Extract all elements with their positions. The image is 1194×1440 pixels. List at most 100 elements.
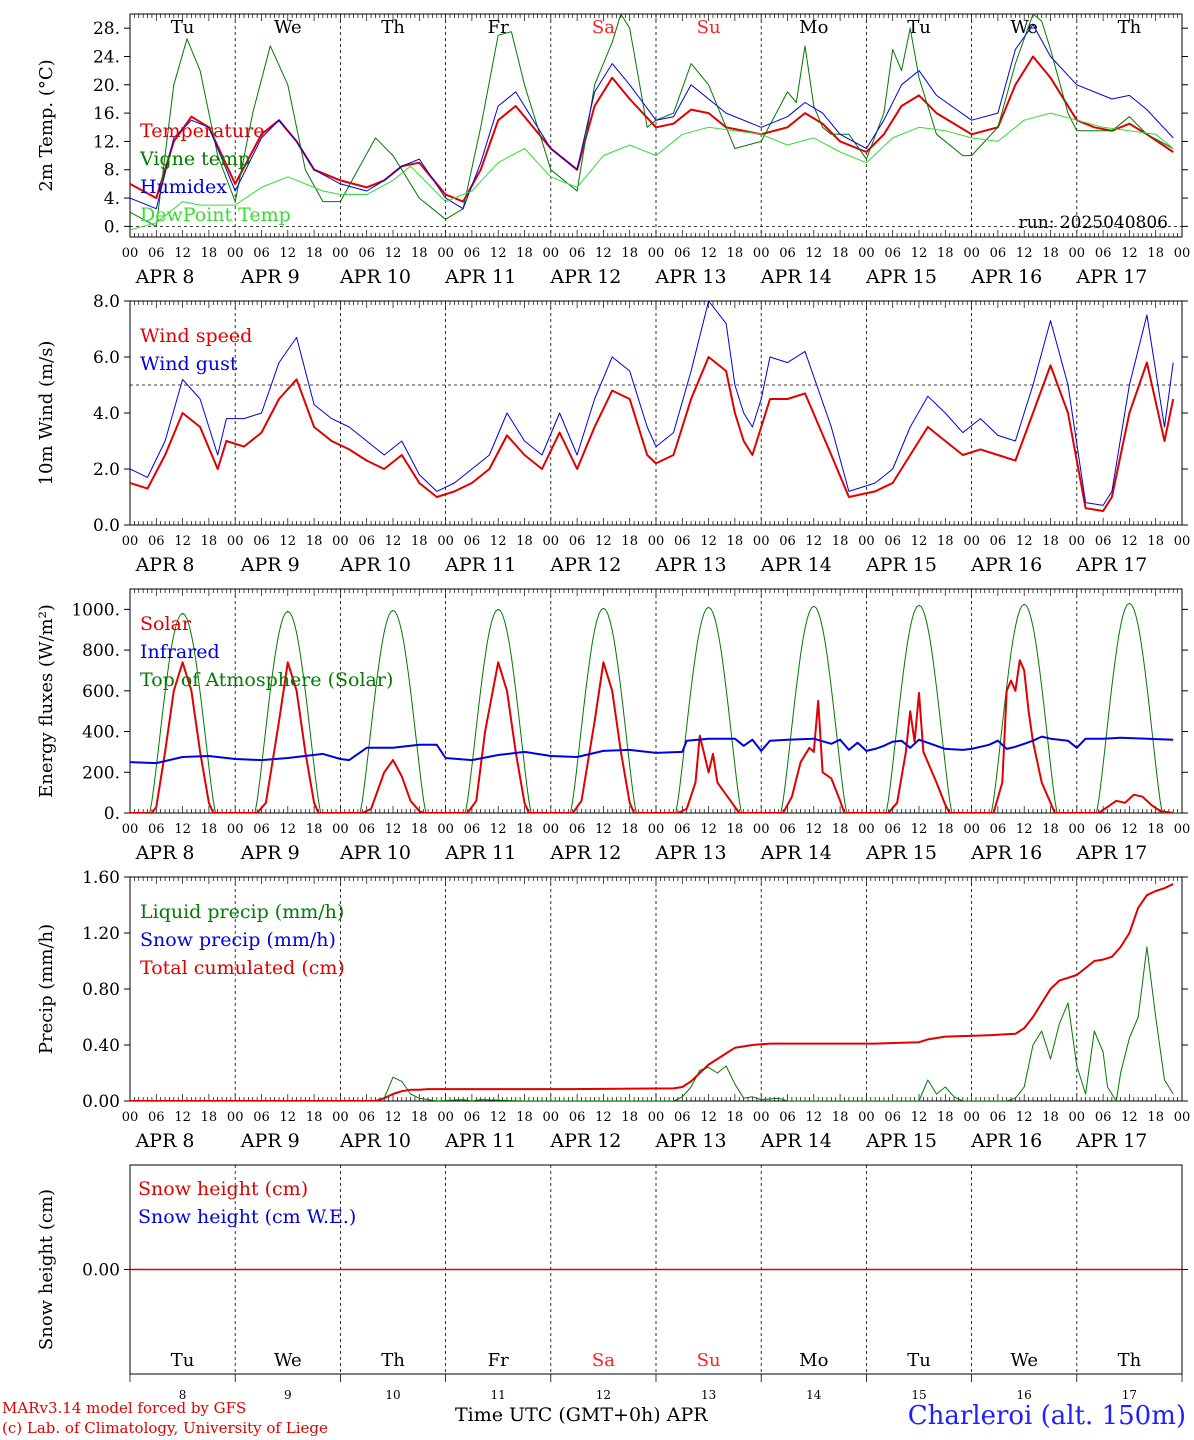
hour-label: 00: [543, 822, 560, 837]
hour-label: 00: [1174, 246, 1191, 261]
hour-label: 12: [595, 822, 612, 837]
date-label: APR 16: [970, 554, 1042, 576]
hour-label: 18: [201, 822, 218, 837]
hour-label: 00: [1069, 534, 1086, 549]
hour-label: 06: [674, 246, 691, 261]
y-tick-label: 1.60: [82, 868, 120, 888]
hour-label: 12: [595, 1110, 612, 1125]
hour-label: 12: [911, 534, 928, 549]
weekday-label: Th: [1118, 1350, 1142, 1371]
hour-label: 18: [832, 822, 849, 837]
date-label: APR 17: [1075, 842, 1147, 864]
panel-frame: [129, 588, 1183, 814]
hour-label: 12: [911, 246, 928, 261]
y-axis-label: 10m Wind (m/s): [36, 341, 57, 486]
hour-label: 06: [358, 246, 375, 261]
hour-label: 00: [648, 246, 665, 261]
hour-label: 18: [621, 246, 638, 261]
hour-label: 18: [201, 534, 218, 549]
hour-label: 12: [700, 534, 717, 549]
hour-label: 12: [700, 822, 717, 837]
date-label: APR 13: [655, 1130, 727, 1152]
hour-label: 00: [858, 534, 875, 549]
hour-label: 00: [648, 1110, 665, 1125]
hour-label: 18: [937, 822, 954, 837]
y-tick-label: 0.: [104, 804, 120, 824]
hour-label: 18: [937, 246, 954, 261]
hour-label: 18: [306, 534, 323, 549]
hour-label: 18: [516, 246, 533, 261]
hour-label: 00: [753, 822, 770, 837]
hour-label: 12: [174, 534, 191, 549]
day-number-label: 16: [1017, 1388, 1032, 1402]
hour-label: 00: [963, 246, 980, 261]
y-tick-label: 28.: [93, 19, 120, 39]
hour-label: 18: [411, 534, 428, 549]
hour-label: 12: [280, 1110, 297, 1125]
hour-label: 06: [990, 1110, 1007, 1125]
hour-label: 12: [1121, 534, 1138, 549]
hour-label: 18: [516, 822, 533, 837]
date-label: APR 12: [549, 842, 621, 864]
weekday-label: Th: [381, 17, 405, 38]
hour-label: 06: [148, 534, 165, 549]
hour-label: 12: [280, 246, 297, 261]
hour-label: 06: [464, 246, 481, 261]
hour-label: 06: [358, 1110, 375, 1125]
hour-label: 00: [1174, 534, 1191, 549]
hour-label: 00: [227, 246, 244, 261]
hour-label: 06: [358, 534, 375, 549]
series-total-cumulated-cm: [130, 883, 1174, 1101]
hour-label: 12: [174, 246, 191, 261]
hour-label: 18: [621, 1110, 638, 1125]
weekday-label: Tu: [171, 1350, 195, 1371]
day-number-label: 8: [179, 1388, 187, 1402]
hour-label: 00: [1174, 822, 1191, 837]
weekday-label: We: [1010, 17, 1038, 38]
date-label: APR 17: [1075, 554, 1147, 576]
date-label: APR 16: [970, 1130, 1042, 1152]
day-number-label: 13: [701, 1388, 716, 1402]
hour-label: 12: [911, 1110, 928, 1125]
hour-label: 06: [884, 822, 901, 837]
date-label: APR 10: [339, 1130, 411, 1152]
weekday-label: Tu: [907, 1350, 931, 1371]
weekday-label: Mo: [799, 1350, 828, 1371]
y-tick-label: 0.40: [82, 1036, 120, 1056]
y-tick-label: 24.: [93, 47, 120, 67]
day-number-label: 9: [284, 1388, 292, 1402]
date-label: APR 13: [655, 842, 727, 864]
hour-label: 18: [1042, 534, 1059, 549]
hour-label: 12: [1016, 822, 1033, 837]
panel-precip: 0.00 0.40 0.80 1.20 1.60 Precip (mm/h) 00 06 12 1…: [36, 868, 1190, 1152]
hour-label: 18: [727, 534, 744, 549]
hour-label: 12: [174, 822, 191, 837]
date-label: APR 14: [760, 842, 832, 864]
hour-label: 18: [727, 1110, 744, 1125]
day-number-label: 17: [1122, 1388, 1137, 1402]
y-tick-label: 12.: [93, 132, 120, 152]
hour-label: 06: [1095, 246, 1112, 261]
hour-label: 12: [1121, 246, 1138, 261]
date-label: APR 9: [240, 554, 300, 576]
hour-label: 18: [411, 246, 428, 261]
hour-label: 00: [332, 534, 349, 549]
date-label: APR 15: [865, 266, 937, 288]
hour-label: 00: [858, 246, 875, 261]
date-label: APR 15: [865, 1130, 937, 1152]
date-label: APR 15: [865, 842, 937, 864]
hour-label: 12: [595, 534, 612, 549]
legend-entry: Solar: [140, 613, 192, 635]
y-axis-label: Precip (mm/h): [36, 924, 57, 1054]
hour-label: 18: [201, 1110, 218, 1125]
legend-entry: Temperature: [140, 120, 264, 142]
series-dewpoint-temp: [130, 112, 1174, 231]
hour-label: 12: [174, 1110, 191, 1125]
hour-label: 12: [1016, 1110, 1033, 1125]
legend-entry: Wind gust: [140, 353, 238, 375]
hour-label: 00: [858, 1110, 875, 1125]
hour-label: 00: [227, 822, 244, 837]
weekday-label: Mo: [799, 17, 828, 38]
hour-label: 06: [884, 534, 901, 549]
date-label: APR 14: [760, 266, 832, 288]
